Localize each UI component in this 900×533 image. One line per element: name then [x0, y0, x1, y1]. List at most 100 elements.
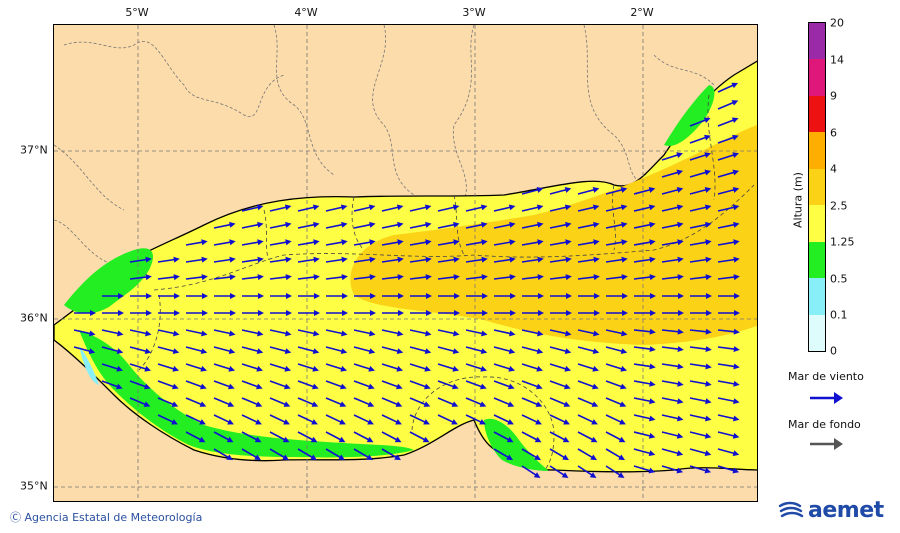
wind-arrow [690, 310, 712, 316]
wind-arrow [437, 380, 459, 390]
wind-arrow [605, 187, 628, 195]
wind-arrow [381, 329, 404, 337]
colorbar-segment [809, 96, 825, 132]
wind-arrow [325, 397, 347, 407]
wind-arrow [185, 329, 208, 337]
wind-arrow [717, 221, 740, 229]
wind-arrow [213, 256, 236, 263]
wind-arrow [185, 414, 206, 425]
wind-arrow [661, 204, 684, 212]
wind-arrow [326, 293, 348, 299]
lat-label-35n: 35°N [20, 479, 48, 493]
wind-arrow [521, 204, 544, 212]
wind-arrow [353, 221, 376, 229]
wind-arrow [73, 329, 96, 337]
wind-arrow [241, 397, 263, 407]
wind-arrow [605, 221, 628, 229]
wind-arrow [353, 414, 374, 425]
wind-arrow [410, 310, 432, 316]
wave-height-map [53, 24, 758, 502]
wind-arrow [409, 239, 432, 246]
wind-arrow [689, 221, 712, 229]
wind-arrow [493, 274, 516, 281]
wind-arrow [297, 380, 319, 390]
wind-arrow [213, 448, 233, 461]
wind-arrow [269, 256, 292, 263]
wind-arrow [549, 221, 572, 229]
wind-arrow [241, 274, 264, 281]
wind-arrow [270, 293, 292, 299]
wind-arrow [577, 274, 600, 281]
wind-arrow [157, 274, 180, 281]
wind-arrow [717, 431, 740, 439]
wind-arrow [605, 448, 625, 461]
wind-arrow [549, 397, 571, 407]
wind-arrow [605, 239, 628, 246]
wind-arrow [437, 363, 459, 372]
wind-arrow [689, 363, 712, 370]
wind-arrow [437, 346, 460, 354]
wind-arrow [549, 187, 572, 195]
wind-arrow [606, 293, 628, 299]
wind-arrow [634, 293, 656, 299]
wind-arrow [521, 239, 544, 246]
wind-arrow [465, 274, 488, 281]
wind-arrow [465, 380, 487, 390]
wind-arrow [409, 380, 431, 390]
wind-arrow [353, 431, 374, 443]
wind-arrow [269, 274, 292, 281]
wind-arrow [297, 363, 319, 372]
wind-arrow [269, 346, 292, 354]
wind-arrow [129, 380, 151, 390]
wind-arrow [465, 329, 488, 337]
wind-arrow [717, 397, 740, 405]
aemet-swirl-icon [778, 501, 804, 517]
wind-arrow [129, 274, 152, 281]
wind-arrow [185, 431, 206, 443]
wind-arrow [633, 204, 656, 212]
wind-arrow [241, 431, 262, 443]
colorbar-segment [809, 59, 825, 96]
wind-arrow [297, 329, 320, 337]
wind-arrow [297, 239, 320, 246]
wind-arrow [577, 431, 598, 443]
wind-arrow [521, 221, 544, 229]
wind-arrow [242, 293, 264, 299]
wind-arrow [662, 310, 684, 316]
wind-arrow [605, 363, 627, 372]
wind-arrow [325, 363, 347, 372]
wind-arrow [493, 346, 516, 354]
wind-arrow [437, 414, 458, 425]
map-canvas [54, 25, 757, 501]
wind-arrow [213, 431, 234, 443]
wind-arrow [605, 274, 628, 281]
wind-arrow [381, 363, 403, 372]
wind-arrow [241, 256, 264, 263]
wind-arrow [101, 380, 123, 390]
wind-arrow [661, 328, 684, 335]
wind-arrow [577, 187, 600, 195]
wind-arrow [297, 204, 320, 212]
wind-arrow [661, 397, 684, 405]
wind-arrow [549, 465, 569, 478]
wind-arrow [157, 329, 180, 337]
wind-arrow [297, 221, 320, 229]
colorbar-tick: 14 [830, 53, 844, 67]
wind-arrow [269, 448, 289, 461]
wind-arrow [577, 397, 599, 407]
wind-arrow [297, 346, 320, 354]
wind-arrow [325, 221, 348, 229]
wind-arrow [325, 414, 346, 425]
wind-arrow [157, 414, 178, 425]
wind-arrow [381, 397, 403, 407]
wind-arrow [661, 448, 684, 457]
wind-arrow [493, 204, 516, 212]
wind-arrow [494, 293, 516, 299]
wind-arrow [438, 293, 460, 299]
agency-credit: Ⓒ Agencia Estatal de Meteorología [10, 511, 203, 524]
colorbar-tick: 1.25 [830, 235, 855, 249]
wind-arrow [465, 363, 487, 372]
wind-arrow [102, 293, 124, 299]
wind-arrow [493, 431, 514, 443]
wind-arrow [129, 363, 151, 372]
